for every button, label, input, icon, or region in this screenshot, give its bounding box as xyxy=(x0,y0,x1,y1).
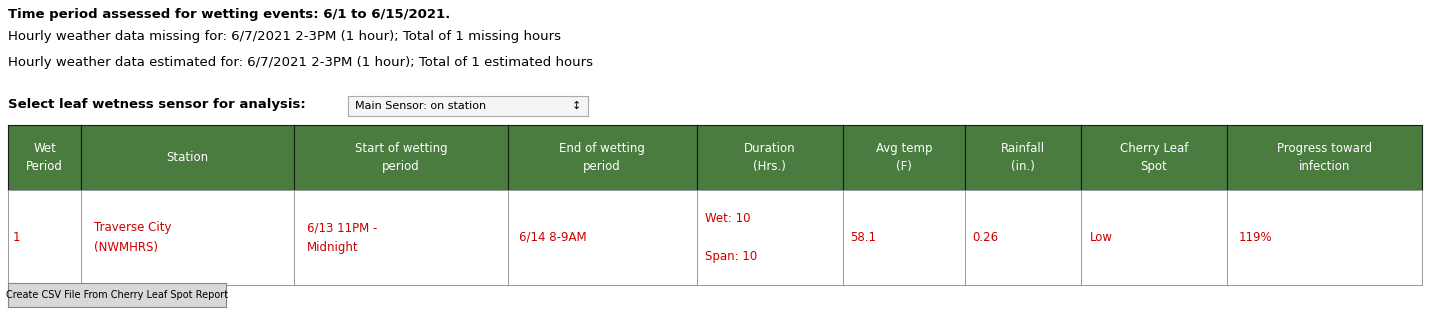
Text: End of wetting
period: End of wetting period xyxy=(559,142,645,173)
Text: Duration
(Hrs.): Duration (Hrs.) xyxy=(744,142,795,173)
Text: Hourly weather data missing for: 6/7/2021 2-3PM (1 hour); Total of 1 missing hou: Hourly weather data missing for: 6/7/202… xyxy=(9,30,561,43)
Text: Create CSV File From Cherry Leaf Spot Report: Create CSV File From Cherry Leaf Spot Re… xyxy=(6,290,227,300)
Text: 1: 1 xyxy=(13,231,20,244)
Text: Select leaf wetness sensor for analysis:: Select leaf wetness sensor for analysis: xyxy=(9,98,306,111)
Text: ↕: ↕ xyxy=(572,101,581,111)
Text: 0.26: 0.26 xyxy=(972,231,998,244)
Text: Wet
Period: Wet Period xyxy=(26,142,63,173)
Text: 119%: 119% xyxy=(1238,231,1273,244)
Text: 6/13 11PM -
Midnight: 6/13 11PM - Midnight xyxy=(307,222,378,253)
Text: 6/14 8-9AM: 6/14 8-9AM xyxy=(519,231,586,244)
Text: Cherry Leaf
Spot: Cherry Leaf Spot xyxy=(1120,142,1188,173)
Text: Progress toward
infection: Progress toward infection xyxy=(1277,142,1371,173)
Text: Hourly weather data estimated for: 6/7/2021 2-3PM (1 hour); Total of 1 estimated: Hourly weather data estimated for: 6/7/2… xyxy=(9,56,593,69)
Text: Time period assessed for wetting events: 6/1 to 6/15/2021.: Time period assessed for wetting events:… xyxy=(9,8,450,21)
Text: Start of wetting
period: Start of wetting period xyxy=(355,142,448,173)
Text: Rainfall
(in.): Rainfall (in.) xyxy=(1001,142,1045,173)
Text: Station: Station xyxy=(167,151,209,164)
Text: Main Sensor: on station: Main Sensor: on station xyxy=(355,101,486,111)
Text: Traverse City
(NWMHRS): Traverse City (NWMHRS) xyxy=(94,222,172,253)
Text: Wet: 10

Span: 10: Wet: 10 Span: 10 xyxy=(705,212,758,263)
Text: Low: Low xyxy=(1090,231,1113,244)
Text: Avg temp
(F): Avg temp (F) xyxy=(875,142,932,173)
Text: 58.1: 58.1 xyxy=(851,231,877,244)
